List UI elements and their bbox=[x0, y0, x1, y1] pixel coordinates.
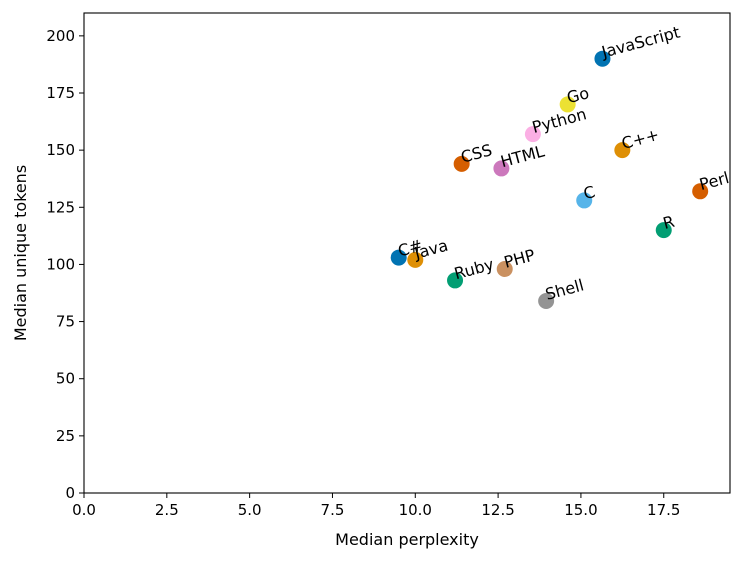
y-tick-label: 175 bbox=[46, 84, 75, 102]
x-tick-label: 7.5 bbox=[321, 501, 345, 519]
y-tick-label: 50 bbox=[56, 370, 75, 388]
data-point-html bbox=[493, 160, 510, 177]
y-tick-label: 25 bbox=[56, 427, 75, 445]
y-axis-label: Median unique tokens bbox=[11, 165, 30, 341]
point-label: Shell bbox=[543, 275, 586, 303]
data-point-php bbox=[496, 261, 513, 277]
point-label: Perl bbox=[697, 168, 731, 194]
y-tick-label: 200 bbox=[46, 27, 75, 45]
x-axis-ticks: 0.0 2.5 5.0 7.5 10.0 12.5 15.0 17.5 bbox=[72, 493, 680, 519]
point-label: Python bbox=[530, 104, 588, 137]
data-point-perl bbox=[692, 183, 709, 200]
point-label: Ruby bbox=[452, 255, 496, 284]
axes-frame bbox=[83, 12, 731, 494]
y-tick-label: 100 bbox=[46, 255, 75, 273]
data-point-javascript bbox=[594, 50, 611, 67]
data-point-java bbox=[407, 251, 424, 268]
data-point-c bbox=[576, 192, 593, 209]
x-axis-label: Median perplexity bbox=[335, 530, 479, 549]
x-tick-label: 0.0 bbox=[72, 501, 96, 519]
data-point-c- bbox=[614, 142, 631, 159]
point-label: Go bbox=[565, 83, 591, 107]
y-tick-label: 0 bbox=[65, 484, 75, 502]
data-point-python bbox=[524, 126, 541, 143]
data-point-c- bbox=[390, 249, 407, 266]
y-tick-label: 125 bbox=[46, 198, 75, 216]
data-point-go bbox=[559, 96, 576, 113]
point-label: PHP bbox=[502, 245, 538, 272]
y-axis-ticks: 0 25 50 75 100 125 150 175 200 bbox=[46, 27, 84, 502]
x-tick-label: 15.0 bbox=[564, 501, 597, 519]
x-tick-label: 17.5 bbox=[647, 501, 680, 519]
data-points bbox=[390, 50, 709, 309]
x-tick-label: 5.0 bbox=[238, 501, 262, 519]
data-point-ruby bbox=[447, 272, 464, 289]
data-point-css bbox=[453, 155, 470, 172]
x-tick-label: 10.0 bbox=[399, 501, 432, 519]
point-label: HTML bbox=[499, 141, 547, 171]
point-label: CSS bbox=[459, 140, 494, 167]
point-label: R bbox=[661, 212, 677, 233]
point-label: JavaScript bbox=[599, 22, 682, 61]
y-tick-label: 75 bbox=[56, 313, 75, 331]
y-tick-label: 150 bbox=[46, 141, 75, 159]
x-tick-label: 2.5 bbox=[155, 501, 179, 519]
data-point-r bbox=[655, 222, 672, 239]
data-point-shell bbox=[538, 293, 555, 309]
point-label: C++ bbox=[619, 125, 661, 153]
x-tick-label: 12.5 bbox=[481, 501, 514, 519]
point-label: C bbox=[581, 182, 597, 203]
